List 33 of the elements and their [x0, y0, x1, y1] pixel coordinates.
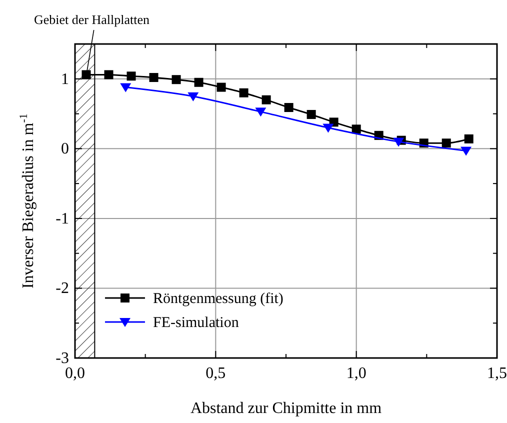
x-tick-label: 1,5	[487, 365, 507, 382]
point	[322, 124, 334, 133]
x-tick-label: 1,0	[346, 365, 366, 382]
point	[442, 138, 451, 148]
y-tick-label: 1	[61, 70, 69, 88]
y-tick-label: -3	[56, 350, 69, 367]
x-tick-label: 0,0	[65, 365, 85, 382]
point	[188, 92, 199, 102]
legend-label: FE-simulation	[153, 315, 240, 331]
point	[393, 138, 404, 147]
point	[172, 75, 181, 84]
point	[82, 70, 91, 80]
y-tick-label: -2	[56, 280, 69, 298]
x-axis-title: Abstand zur Chipmitte in mm	[190, 400, 382, 417]
legend-label: Röntgenmessung (fit)	[153, 291, 284, 307]
point	[306, 110, 316, 119]
point	[126, 72, 136, 81]
point	[255, 108, 266, 117]
y-tick-label: 0	[61, 140, 69, 158]
point	[120, 83, 132, 92]
point	[216, 82, 226, 92]
point	[460, 146, 472, 156]
point	[464, 134, 474, 144]
point	[239, 88, 248, 98]
point	[262, 95, 271, 104]
point	[149, 72, 158, 82]
band-label: Gebiet der Hallplatten	[34, 12, 150, 27]
point	[352, 124, 361, 134]
point	[284, 103, 294, 112]
point	[104, 70, 114, 80]
y-tick-label: -1	[56, 210, 69, 228]
x-tick-label: 0,5	[206, 365, 226, 382]
point	[194, 78, 204, 87]
